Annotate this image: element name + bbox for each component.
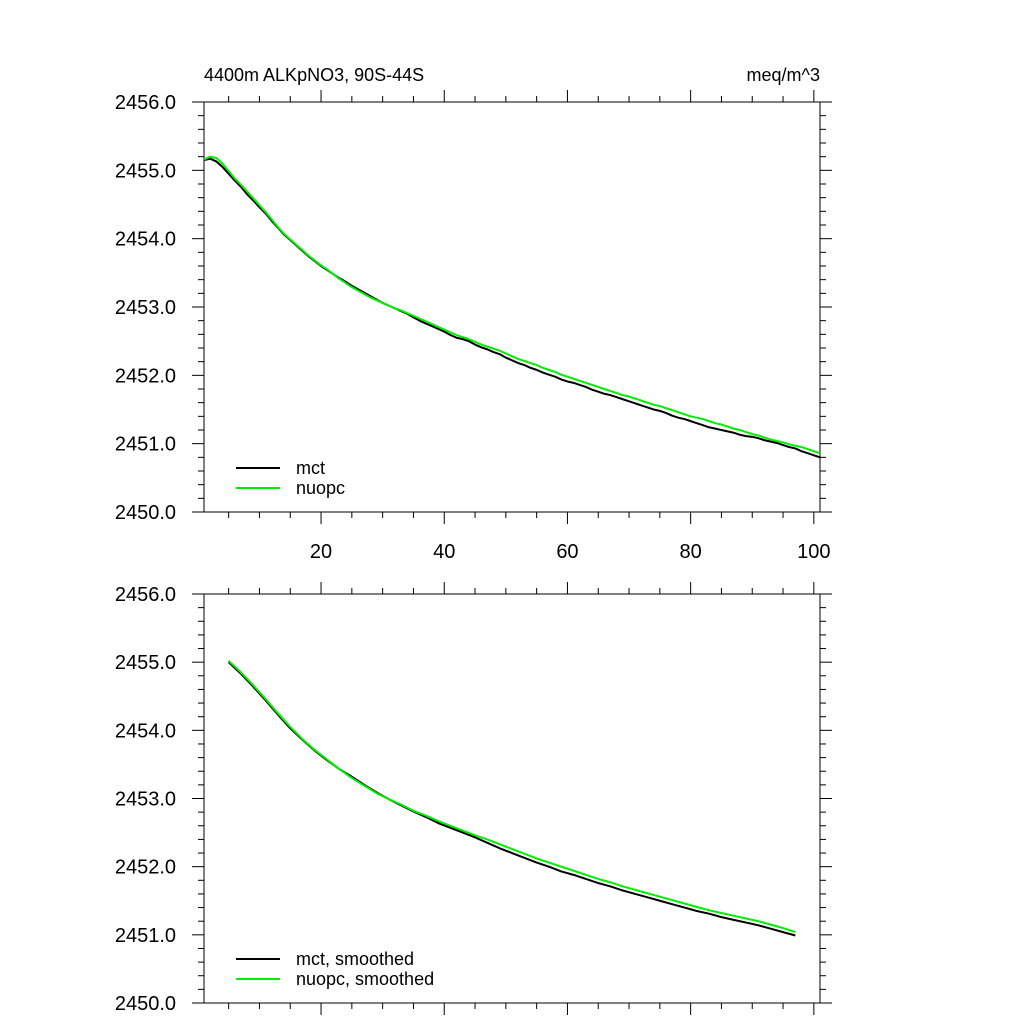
y-tick-label: 2453.0 [115,297,176,319]
plot-frame [203,593,821,1004]
bottom-panel: 2450.0 2451.0 2452.0 2453.0 2454.0 2455.0 2456… [115,582,832,1015]
y-tick-label: 2451.0 [115,925,176,947]
y-tick-label: 2452.0 [115,365,176,387]
y-tick-label: 2456.0 [115,584,176,606]
y-tick-label: 2454.0 [115,229,176,251]
legend-label-1: nuopc [296,478,345,498]
chart-units: meq/m^3 [747,65,820,85]
y-tick-label: 2454.0 [115,720,176,742]
y-tick-label: 2450.0 [115,993,176,1015]
y-tick-label: 2451.0 [115,434,176,456]
top-panel: 2450.0 2451.0 2452.0 2453.0 2454.0 2455.0 2456… [115,90,832,563]
x-tick-label: 80 [680,541,702,563]
y-tick-label: 2456.0 [115,92,176,114]
series-line-1 [227,660,796,934]
y-tick-label: 2455.0 [115,160,176,182]
x-tick-label: 40 [433,541,455,563]
x-tick-label: 60 [556,541,578,563]
chart-title: 4400m ALKpNO3, 90S-44S [204,65,424,85]
y-tick-label: 2455.0 [115,652,176,674]
legend-label-1: nuopc, smoothed [296,969,434,989]
plot-frame [203,101,821,513]
x-tick-label: 100 [797,541,830,563]
series-line-0 [227,661,796,937]
x-tick-label: 20 [310,541,332,563]
legend-label-0: mct, smoothed [296,949,414,969]
legend-label-0: mct [296,458,325,478]
series-line-1 [203,155,821,455]
y-tick-label: 2450.0 [115,502,176,524]
y-tick-label: 2452.0 [115,857,176,879]
series-line-0 [203,157,821,459]
y-tick-label: 2453.0 [115,789,176,811]
